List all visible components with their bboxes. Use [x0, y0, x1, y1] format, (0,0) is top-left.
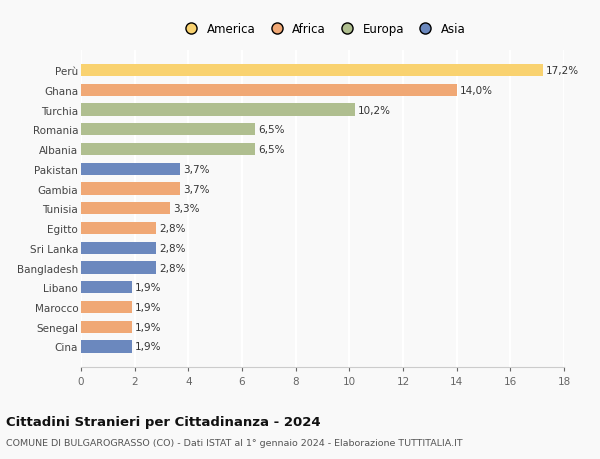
- Bar: [81, 341, 132, 353]
- Bar: [81, 163, 180, 175]
- Bar: [81, 124, 256, 136]
- Text: 1,9%: 1,9%: [135, 283, 162, 292]
- Text: 1,9%: 1,9%: [135, 341, 162, 352]
- Bar: [81, 203, 170, 215]
- Text: 2,8%: 2,8%: [160, 263, 186, 273]
- Bar: [81, 144, 256, 156]
- Text: 1,9%: 1,9%: [135, 302, 162, 312]
- Bar: [81, 84, 457, 97]
- Text: 2,8%: 2,8%: [160, 243, 186, 253]
- Text: Cittadini Stranieri per Cittadinanza - 2024: Cittadini Stranieri per Cittadinanza - 2…: [6, 415, 320, 428]
- Text: 3,7%: 3,7%: [184, 164, 210, 174]
- Legend: America, Africa, Europa, Asia: America, Africa, Europa, Asia: [175, 18, 470, 41]
- Text: 2,8%: 2,8%: [160, 224, 186, 234]
- Text: 1,9%: 1,9%: [135, 322, 162, 332]
- Bar: [81, 281, 132, 294]
- Text: 3,3%: 3,3%: [173, 204, 199, 214]
- Bar: [81, 223, 156, 235]
- Text: 6,5%: 6,5%: [259, 125, 285, 135]
- Text: 3,7%: 3,7%: [184, 184, 210, 194]
- Bar: [81, 65, 542, 77]
- Text: 6,5%: 6,5%: [259, 145, 285, 155]
- Bar: [81, 262, 156, 274]
- Bar: [81, 301, 132, 313]
- Text: 10,2%: 10,2%: [358, 106, 391, 115]
- Text: COMUNE DI BULGAROGRASSO (CO) - Dati ISTAT al 1° gennaio 2024 - Elaborazione TUTT: COMUNE DI BULGAROGRASSO (CO) - Dati ISTA…: [6, 438, 463, 448]
- Text: 14,0%: 14,0%: [460, 86, 493, 95]
- Bar: [81, 104, 355, 117]
- Text: 17,2%: 17,2%: [546, 66, 579, 76]
- Bar: [81, 183, 180, 195]
- Bar: [81, 242, 156, 254]
- Bar: [81, 321, 132, 333]
